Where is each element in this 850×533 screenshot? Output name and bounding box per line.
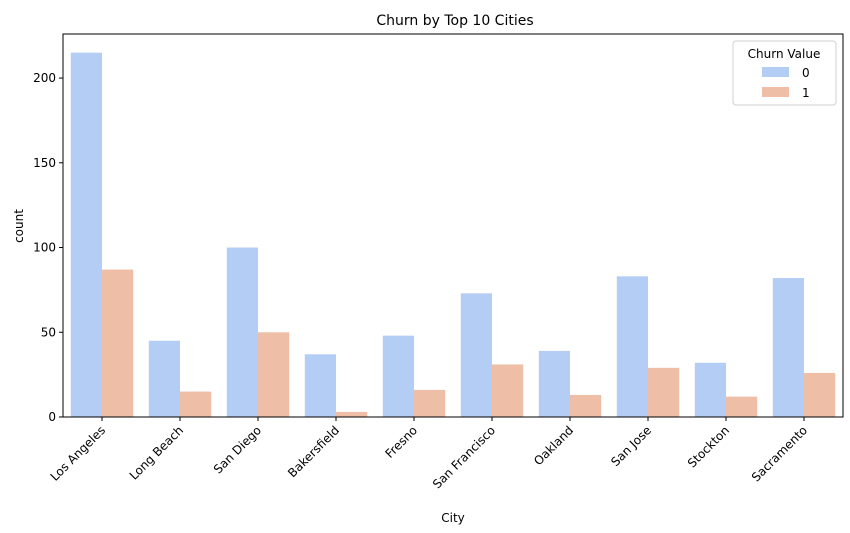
legend-swatch-1 — [762, 87, 789, 97]
y-tick-label: 150 — [33, 156, 56, 170]
bar-san-diego-churn-1 — [258, 332, 290, 417]
y-axis: 0 50 100 150 200 — [33, 71, 63, 424]
bar-stockton-churn-1 — [726, 396, 758, 417]
x-tick-label: Los Angeles — [48, 423, 109, 484]
bar-san-francisco-churn-1 — [492, 364, 524, 417]
x-tick-label: Oakland — [531, 423, 576, 468]
bar-los-angeles-churn-0 — [70, 52, 102, 417]
x-tick-label: Long Beach — [127, 423, 186, 482]
bar-bakersfield-churn-1 — [336, 411, 368, 417]
bar-san-francisco-churn-0 — [460, 293, 492, 417]
legend-swatch-0 — [762, 67, 789, 77]
x-tick-label: Fresno — [382, 423, 420, 461]
x-axis-label: City — [441, 511, 465, 525]
y-tick-label: 50 — [41, 325, 56, 339]
bar-sacramento-churn-0 — [772, 278, 804, 417]
y-tick-label: 200 — [33, 71, 56, 85]
y-axis-label: count — [12, 209, 26, 243]
legend-label-0: 0 — [802, 66, 810, 80]
x-tick-label: San Jose — [608, 423, 654, 469]
x-tick-label: Stockton — [685, 423, 732, 470]
bar-san-diego-churn-0 — [226, 247, 258, 417]
bar-sacramento-churn-1 — [804, 372, 836, 417]
bar-los-angeles-churn-1 — [102, 269, 134, 417]
bar-oakland-churn-1 — [570, 394, 602, 417]
bar-stockton-churn-0 — [694, 362, 726, 417]
y-tick-label: 100 — [33, 241, 56, 255]
x-tick-label: San Francisco — [430, 423, 498, 491]
x-tick-label: San Diego — [211, 423, 264, 476]
bar-bakersfield-churn-0 — [304, 354, 336, 417]
legend: Churn Value 0 1 — [732, 40, 837, 106]
chart-title: Churn by Top 10 Cities — [376, 13, 533, 29]
x-tick-label: Sacramento — [749, 423, 810, 484]
bars-group — [70, 52, 836, 417]
bar-long-beach-churn-1 — [180, 391, 212, 417]
bar-oakland-churn-0 — [538, 350, 570, 417]
bar-long-beach-churn-0 — [148, 340, 180, 417]
plot-frame — [62, 33, 844, 418]
bar-san-jose-churn-1 — [648, 367, 680, 417]
x-tick-label: Bakersfield — [285, 423, 342, 480]
legend-label-1: 1 — [802, 86, 810, 100]
bar-fresno-churn-0 — [382, 335, 414, 417]
y-tick-label: 0 — [48, 410, 56, 424]
bar-san-jose-churn-0 — [616, 276, 648, 417]
x-axis: Los Angeles Long Beach San Diego Bakersfiel… — [48, 417, 810, 491]
legend-title: Churn Value — [748, 47, 821, 61]
bar-fresno-churn-1 — [414, 389, 446, 417]
